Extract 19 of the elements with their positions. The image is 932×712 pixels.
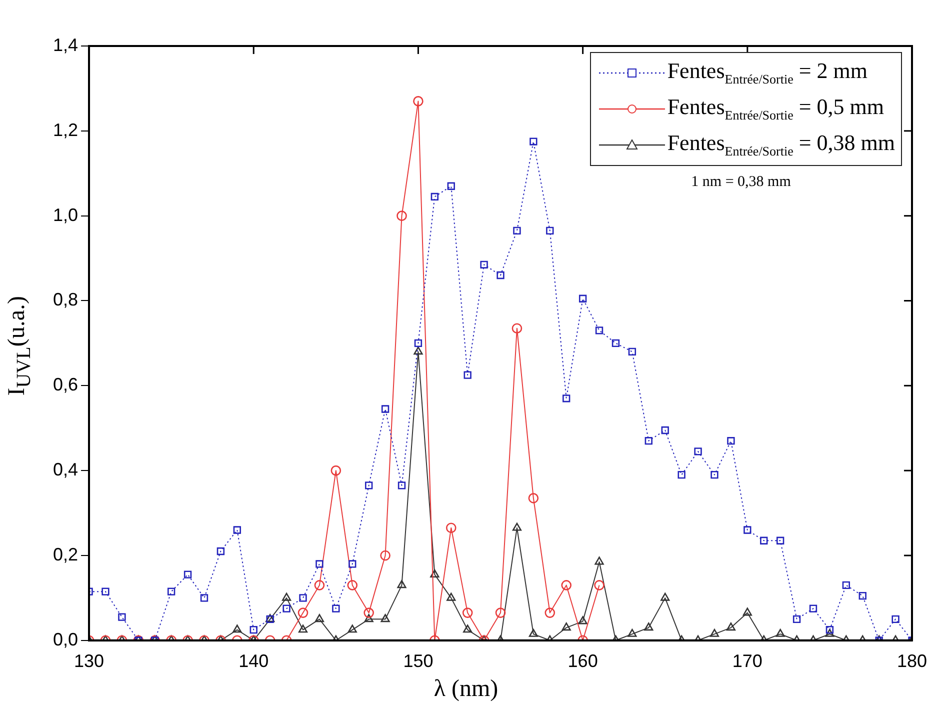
y-tick-label: 1,4 bbox=[52, 34, 78, 55]
y-tick-label: 0,0 bbox=[52, 629, 78, 650]
y-tick-label: 0,2 bbox=[52, 544, 78, 564]
y-tick-label: 1,0 bbox=[52, 204, 78, 225]
x-tick-label: 140 bbox=[238, 651, 269, 672]
legend-label: Fentes$_{Entrée/Sortie}$ = 2 mm bbox=[667, 58, 868, 88]
y-tick-label: 0,6 bbox=[52, 374, 78, 395]
x-tick-label: 130 bbox=[74, 651, 104, 672]
x-tick-label: 150 bbox=[403, 651, 434, 672]
x-axis-title: λ (nm) bbox=[432, 676, 500, 703]
x-tick-label: 170 bbox=[732, 651, 762, 672]
y-tick-label: 1,2 bbox=[52, 120, 78, 140]
legend-label: Fentes$_{Entrée/Sortie}$ = 0,5 mm bbox=[667, 94, 884, 124]
y-tick-label: 0,8 bbox=[52, 290, 78, 310]
x-tick-label: 160 bbox=[568, 651, 598, 672]
x-tick-label: 180 bbox=[896, 651, 928, 672]
y-tick-label: 0,4 bbox=[52, 460, 78, 480]
annotation: 1 nm = 0,38 mm bbox=[691, 174, 791, 191]
legend-label: Fentes$_{Entrée/Sortie}$ = 0,38 mm bbox=[667, 130, 895, 160]
